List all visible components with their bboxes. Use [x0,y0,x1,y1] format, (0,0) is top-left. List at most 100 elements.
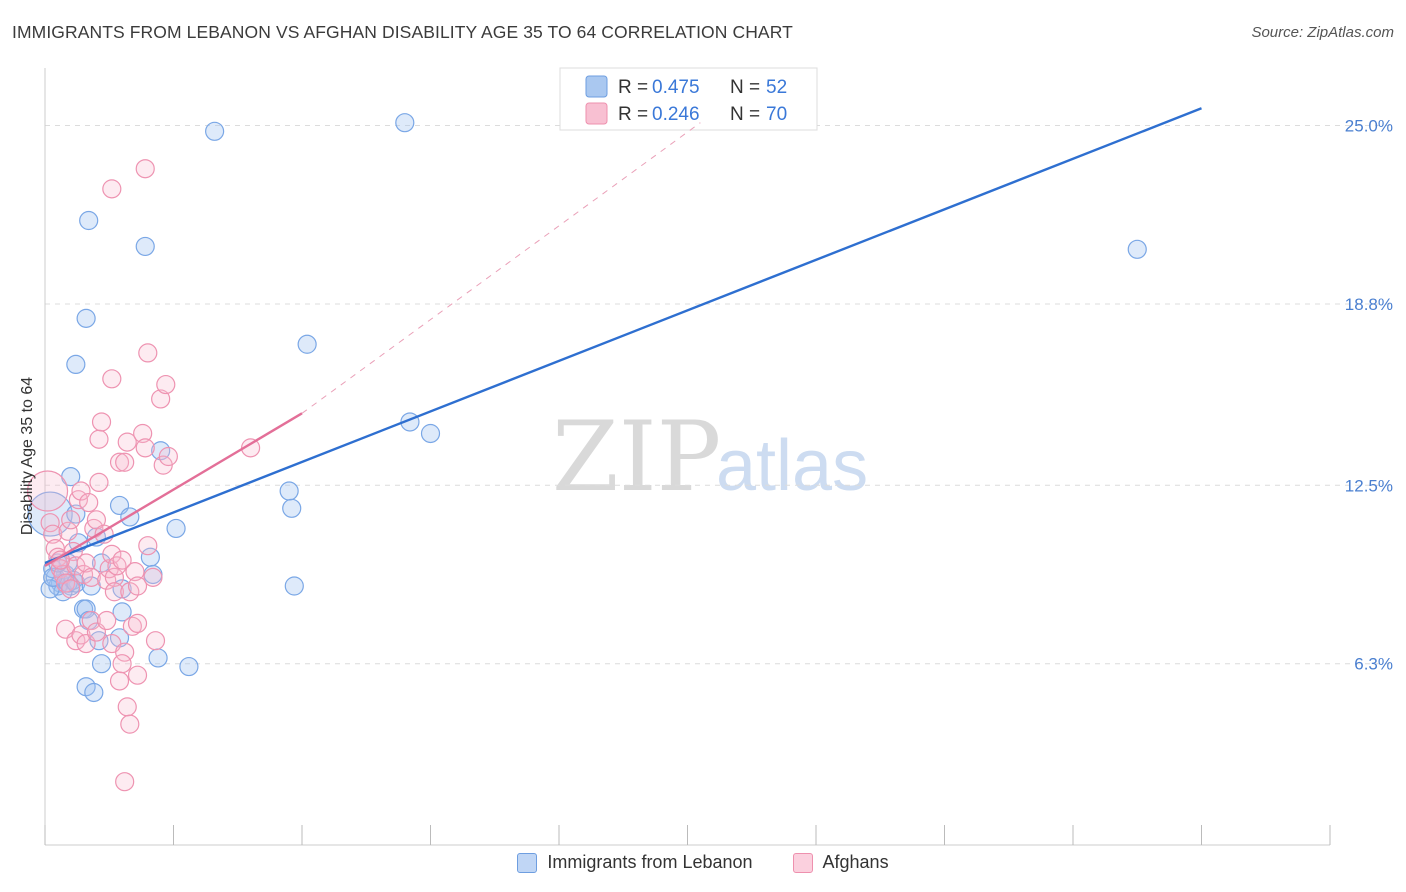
data-point [282,498,302,518]
data-point [91,412,112,432]
data-point [135,159,155,179]
data-point [79,492,99,513]
data-point [76,599,96,619]
data-point [55,573,76,593]
data-point [122,616,142,636]
data-point [79,210,99,231]
data-point [420,423,441,444]
data-point [84,682,104,703]
y-tick-label: 18.8% [1345,295,1393,314]
trend-line-dashed [301,122,701,414]
legend-r-value-2: 0.246 [652,104,700,125]
data-point [89,472,109,492]
data-point [112,579,132,599]
data-point [148,648,168,668]
data-point [279,481,299,501]
data-point [76,308,96,328]
data-point [102,369,122,389]
data-point [89,429,109,449]
data-point [127,576,148,596]
data-point [112,602,132,622]
trend-line-afghans [44,412,303,567]
legend-label-afghans: Afghans [822,852,889,872]
data-point [107,556,127,576]
data-point [71,481,91,501]
data-point [115,452,135,472]
data-point [76,677,96,697]
legend-item-afghans: Afghans [792,852,889,873]
data-points [26,113,1147,792]
trend-line-lebanon [44,107,1202,565]
data-point [66,504,86,524]
bottom-legend: Immigrants from Lebanon Afghans [0,852,1406,873]
legend-r-value-1: 0.475 [652,77,700,98]
data-point [66,354,86,375]
data-point [73,564,94,585]
legend-n-label-1: N = [730,77,760,98]
data-point [104,567,124,587]
legend-n-value-2: 70 [766,104,787,125]
data-point [395,113,415,133]
data-point [1127,239,1147,259]
data-point [61,510,81,530]
legend-r-label-2: R = [618,104,648,125]
data-point [135,236,155,257]
chart-title: IMMIGRANTS FROM LEBANON VS AFGHAN DISABI… [12,22,793,42]
legend-n-value-1: 52 [766,77,787,98]
data-point [127,613,148,634]
chart-canvas: ZIP atlas 6.3%12.5%18.8%25.0%0.0%50.0% D… [19,67,1393,846]
data-point [81,567,101,587]
data-point [297,334,317,354]
data-point [97,610,117,631]
data-point [138,536,158,556]
data-point [91,654,112,674]
data-point [120,714,140,734]
data-point [102,544,122,564]
legend-r-label-1: R = [618,77,648,98]
data-point [81,610,101,631]
data-point [76,553,96,573]
y-tick-label: 12.5% [1345,476,1393,495]
data-point [120,582,140,602]
data-point [115,772,135,792]
legend-item-lebanon: Immigrants from Lebanon [517,852,753,873]
y-tick-label: 6.3% [1354,655,1393,674]
legend-swatch-afghans-bottom [792,852,813,873]
legend-n-label-2: N = [730,104,760,125]
data-point [109,452,130,472]
data-point [133,423,153,444]
y-axis-label: Disability Age 35 to 64 [19,377,36,535]
data-point [138,343,158,363]
data-point [109,671,130,691]
data-point [109,628,130,648]
data-point [58,521,78,541]
data-point [43,524,63,544]
legend-swatch-afghans [585,102,608,125]
data-point [135,438,155,458]
data-point [284,576,304,596]
data-point [156,374,176,395]
data-point [166,518,186,539]
series-afghans [26,159,261,792]
legend-swatch-lebanon-bottom [517,852,538,873]
trend-lines [44,107,1202,567]
data-point [40,513,60,533]
data-point [125,562,145,582]
y-tick-label: 25.0% [1345,117,1393,136]
data-point [151,441,171,461]
data-point [179,656,199,677]
data-point [115,642,135,662]
data-point [112,550,132,570]
data-point [205,121,225,141]
watermark-zip: ZIP [552,401,721,513]
data-point [143,567,163,587]
gridlines [45,125,1393,665]
stats-legend: R = 0.475 N = 52 R = 0.246 N = 70 [559,67,818,131]
series-lebanon [27,113,1147,703]
axes: 6.3%12.5%18.8%25.0%0.0%50.0% [44,68,1393,846]
data-point [158,446,178,467]
legend-label-lebanon: Immigrants from Lebanon [547,852,753,872]
source-label: Source: ZipAtlas.com [1251,24,1394,41]
data-point [117,697,137,717]
watermark-atlas: atlas [716,426,868,506]
